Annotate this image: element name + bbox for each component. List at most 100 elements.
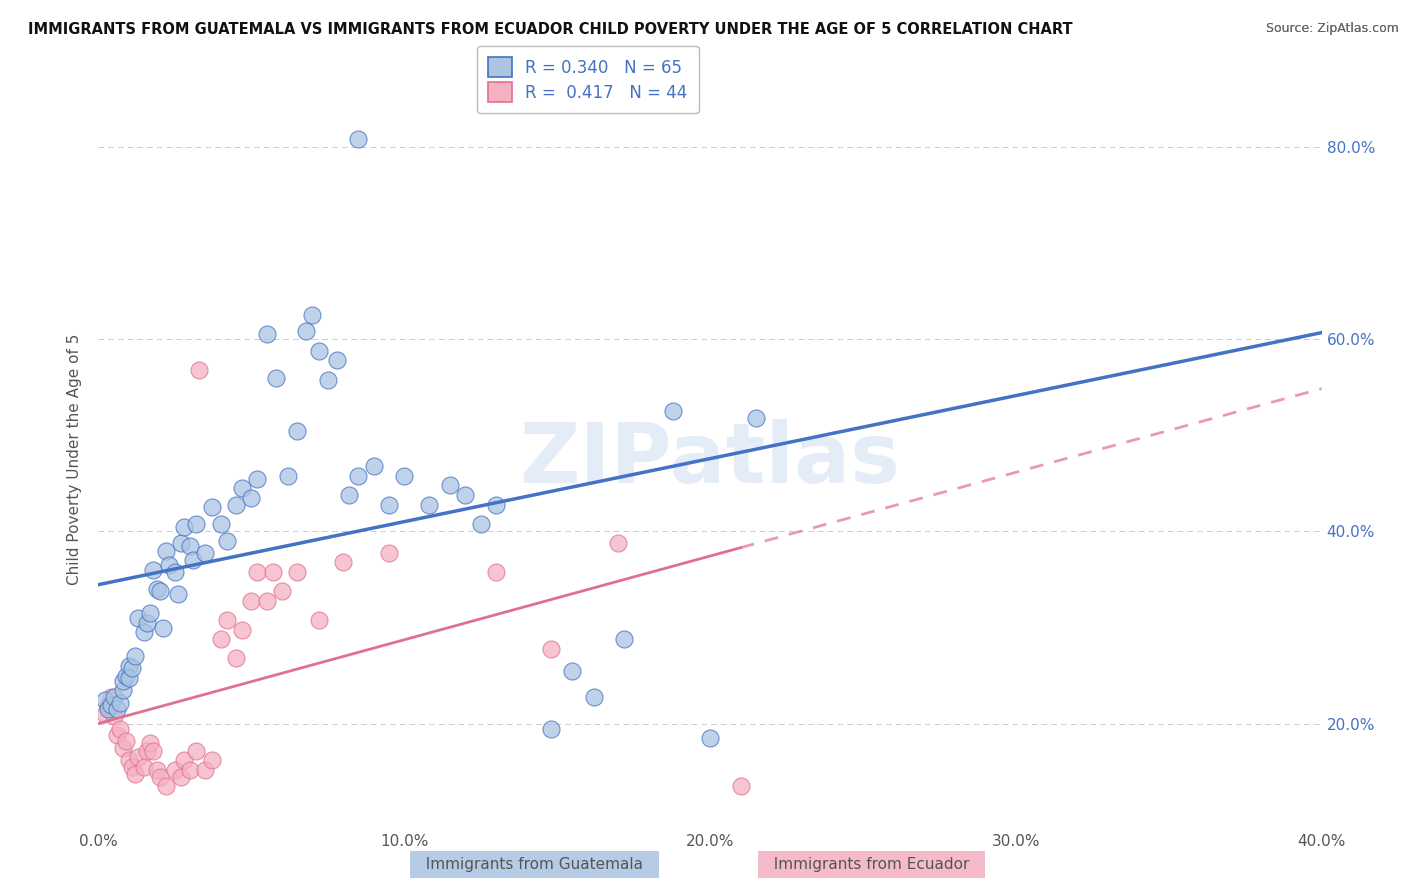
Point xyxy=(200,500,222,515)
Point xyxy=(332,555,354,569)
Point xyxy=(186,516,208,531)
Point xyxy=(179,539,201,553)
Point xyxy=(582,690,605,704)
Point xyxy=(173,519,195,533)
Point xyxy=(118,753,141,767)
Point xyxy=(246,565,269,579)
Point xyxy=(103,690,125,704)
Point xyxy=(139,736,162,750)
Point xyxy=(108,696,131,710)
Point xyxy=(181,553,204,567)
Point xyxy=(277,468,299,483)
Point xyxy=(418,498,440,512)
Point xyxy=(145,582,167,597)
Point xyxy=(256,327,278,342)
Text: Immigrants from Guatemala: Immigrants from Guatemala xyxy=(416,857,652,872)
Point xyxy=(100,690,122,704)
Point xyxy=(301,308,323,322)
Point xyxy=(93,707,115,722)
Point xyxy=(240,491,263,505)
Point xyxy=(225,651,247,665)
Point xyxy=(326,353,349,368)
Point xyxy=(121,760,143,774)
Point xyxy=(231,623,253,637)
Point xyxy=(105,728,128,742)
Point xyxy=(730,779,752,793)
Point xyxy=(200,753,222,767)
Point xyxy=(121,661,143,675)
Point xyxy=(127,750,149,764)
Point xyxy=(97,699,120,714)
Point xyxy=(347,132,370,146)
Point xyxy=(111,683,134,698)
Point xyxy=(186,744,208,758)
Point xyxy=(149,770,172,784)
Text: ZIPatlas: ZIPatlas xyxy=(520,419,900,500)
Point xyxy=(115,669,138,683)
Point xyxy=(118,671,141,685)
Point xyxy=(209,632,232,647)
Point xyxy=(136,744,159,758)
Point xyxy=(347,468,370,483)
Point xyxy=(262,565,284,579)
Point xyxy=(93,692,115,706)
Point xyxy=(392,468,416,483)
Point xyxy=(225,498,247,512)
Point xyxy=(363,459,385,474)
Point xyxy=(285,424,308,438)
Point xyxy=(188,363,211,377)
Text: Immigrants from Ecuador: Immigrants from Ecuador xyxy=(763,857,980,872)
Point xyxy=(485,565,508,579)
Point xyxy=(157,558,180,573)
Point xyxy=(194,763,217,777)
Point xyxy=(134,760,156,774)
Point xyxy=(136,615,159,630)
Point xyxy=(285,565,308,579)
Point xyxy=(194,546,217,560)
Point xyxy=(103,709,125,723)
Point xyxy=(699,731,721,746)
Point xyxy=(485,498,508,512)
Point xyxy=(264,370,287,384)
Point xyxy=(163,763,186,777)
Legend: R = 0.340   N = 65, R =  0.417   N = 44: R = 0.340 N = 65, R = 0.417 N = 44 xyxy=(477,45,699,113)
Point xyxy=(124,766,146,780)
Point xyxy=(124,649,146,664)
Point xyxy=(118,659,141,673)
Point xyxy=(115,734,138,748)
Point xyxy=(378,546,401,560)
Point xyxy=(167,587,190,601)
Point xyxy=(215,534,238,549)
Point xyxy=(607,536,630,550)
Point xyxy=(134,625,156,640)
Point xyxy=(561,664,583,678)
Point xyxy=(179,763,201,777)
Point xyxy=(111,740,134,755)
Point xyxy=(215,613,238,627)
Point xyxy=(111,673,134,688)
Point xyxy=(155,779,177,793)
Y-axis label: Child Poverty Under the Age of 5: Child Poverty Under the Age of 5 xyxy=(67,334,83,585)
Point xyxy=(295,325,318,339)
Point xyxy=(145,763,167,777)
Point xyxy=(454,488,477,502)
Point xyxy=(540,722,562,736)
Point xyxy=(163,565,186,579)
Point xyxy=(240,593,263,607)
Point xyxy=(308,613,330,627)
Point xyxy=(170,770,193,784)
Point xyxy=(152,621,174,635)
Point xyxy=(470,516,492,531)
Point xyxy=(662,404,685,418)
Point xyxy=(439,478,461,492)
Point xyxy=(256,593,278,607)
Point xyxy=(270,584,292,599)
Point xyxy=(170,536,193,550)
Point xyxy=(316,373,339,387)
Point xyxy=(139,606,162,620)
Point xyxy=(173,753,195,767)
Point xyxy=(378,498,401,512)
Point xyxy=(105,702,128,716)
Text: IMMIGRANTS FROM GUATEMALA VS IMMIGRANTS FROM ECUADOR CHILD POVERTY UNDER THE AGE: IMMIGRANTS FROM GUATEMALA VS IMMIGRANTS … xyxy=(28,22,1073,37)
Point xyxy=(142,744,165,758)
